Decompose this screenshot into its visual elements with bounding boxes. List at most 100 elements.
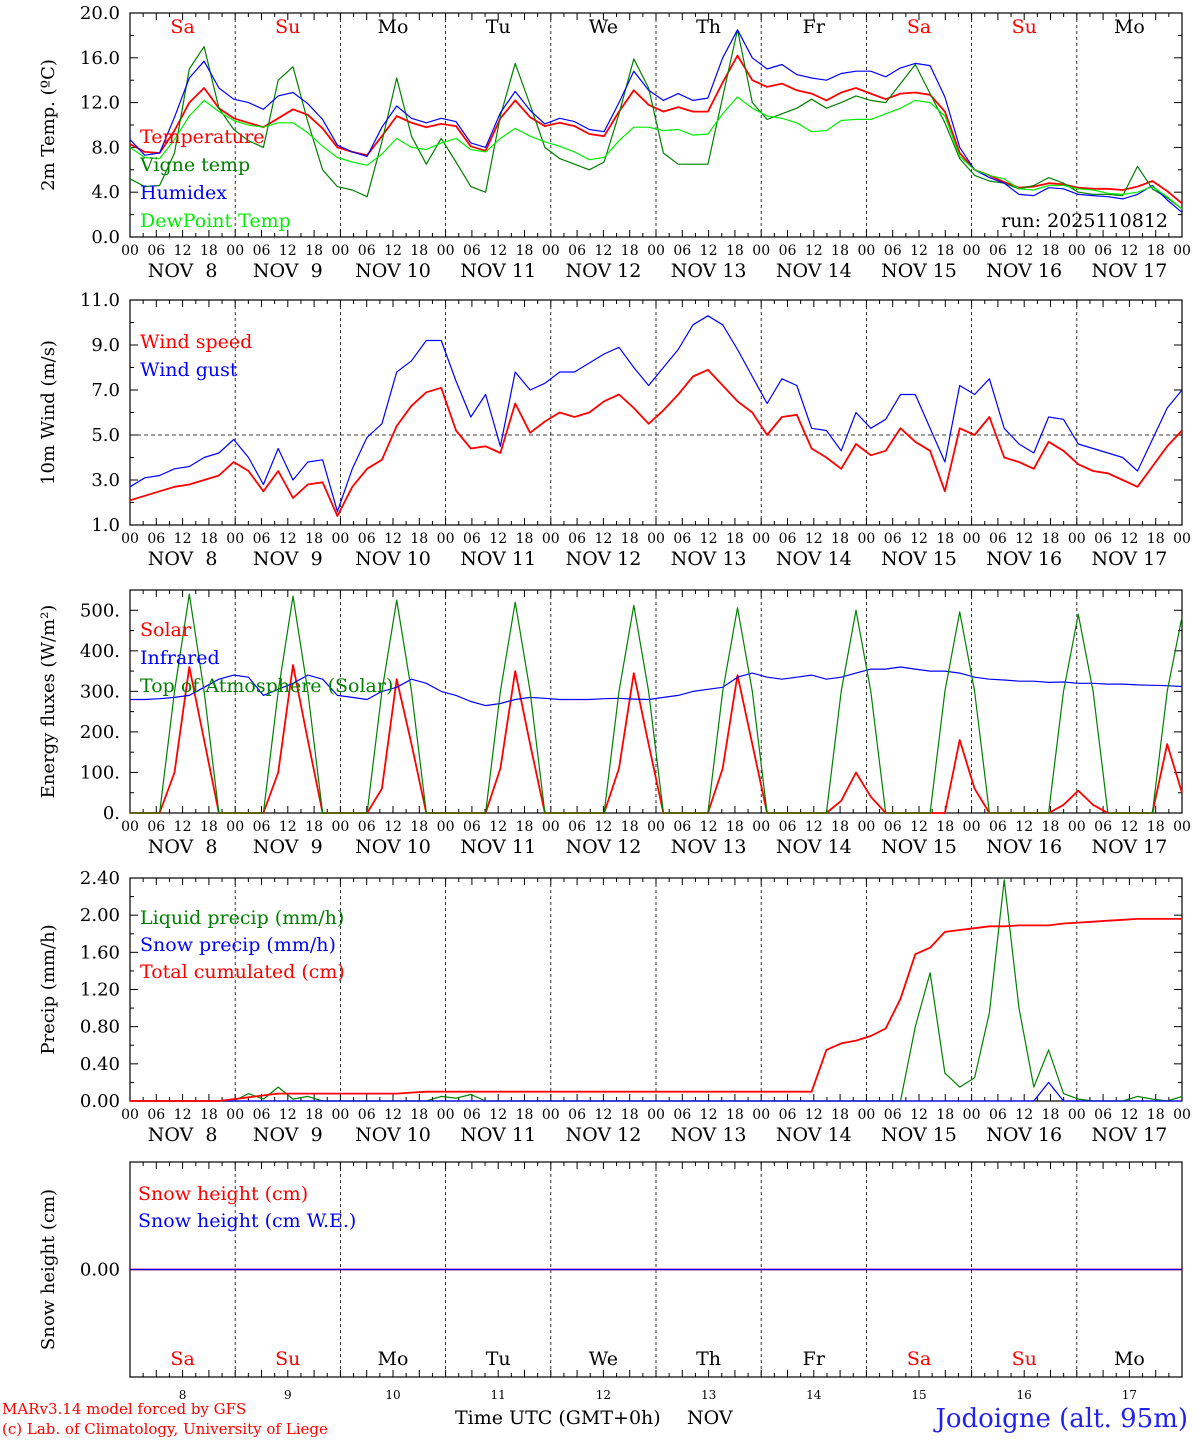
hour-tick-label: 18 — [305, 819, 323, 835]
hour-tick-label: 00 — [752, 819, 770, 835]
hour-tick-label: 00 — [1173, 243, 1191, 259]
hour-tick-label: 12 — [279, 819, 297, 835]
legend-entry: Top of Atmosphere (Solar) — [140, 675, 393, 697]
series-line-top-of-atmosphere-solar- — [130, 593, 1183, 814]
y-tick-label: 16.0 — [80, 48, 120, 69]
series-line-wind-gust — [129, 315, 1183, 513]
hour-tick-label: 06 — [989, 1107, 1007, 1123]
hour-tick-label: 06 — [463, 243, 481, 259]
day-number-label: 13 — [701, 1388, 716, 1402]
day-date-label: NOV 10 — [355, 260, 431, 282]
y-tick-label: 300. — [80, 681, 120, 702]
hour-tick-label: 18 — [1147, 819, 1165, 835]
hour-tick-label: 06 — [1094, 531, 1112, 547]
day-date-label: NOV 15 — [881, 260, 957, 282]
hour-tick-label: 06 — [884, 1107, 902, 1123]
hour-tick-label: 12 — [1015, 243, 1033, 259]
legend-entry: Total cumulated (cm) — [140, 961, 345, 983]
hour-tick-label: 12 — [1015, 531, 1033, 547]
hour-tick-label: 12 — [1015, 819, 1033, 835]
day-date-label: NOV 11 — [460, 1124, 536, 1146]
hour-tick-label: 18 — [726, 531, 744, 547]
day-date-label: NOV 9 — [253, 1124, 323, 1146]
hour-tick-label: 18 — [516, 819, 534, 835]
legend-entry: Snow precip (mm/h) — [140, 934, 336, 956]
legend-entry: Humidex — [140, 182, 227, 204]
hour-tick-label: 12 — [174, 531, 192, 547]
day-number-label: 11 — [491, 1388, 506, 1402]
y-tick-label: 0.00 — [80, 1091, 120, 1112]
y-tick-label: 8.0 — [91, 137, 120, 158]
hour-tick-label: 12 — [174, 1107, 192, 1123]
hour-tick-label: 18 — [200, 1107, 218, 1123]
hour-tick-label: 12 — [1120, 531, 1138, 547]
hour-tick-label: 18 — [936, 243, 954, 259]
hour-tick-label: 06 — [1094, 1107, 1112, 1123]
legend-entry: Wind speed — [140, 331, 252, 353]
hour-tick-label: 00 — [647, 531, 665, 547]
series-line-dewpoint-temp — [129, 96, 1183, 210]
hour-tick-label: 12 — [700, 531, 718, 547]
hour-tick-label: 18 — [410, 531, 428, 547]
hour-tick-label: 00 — [331, 531, 349, 547]
y-axis-label: 10m Wind (m/s) — [38, 340, 59, 485]
day-date-label: NOV 13 — [671, 836, 747, 858]
hour-tick-label: 18 — [200, 243, 218, 259]
hour-tick-label: 00 — [752, 531, 770, 547]
hour-tick-label: 12 — [594, 819, 612, 835]
hour-tick-label: 00 — [963, 243, 981, 259]
panel-temperature: 00 06 12 18 00 06 12 18 00 06 12 18 00 06 12 18 00 06 12 18… — [38, 3, 1191, 282]
hour-tick-label: 06 — [253, 531, 271, 547]
hour-tick-label: 18 — [726, 819, 744, 835]
day-number-label: 14 — [806, 1388, 822, 1402]
hour-tick-label: 18 — [726, 1107, 744, 1123]
day-name-label: Mo — [1114, 1348, 1145, 1370]
y-tick-label: 0.00 — [80, 1260, 120, 1281]
day-name-label: Su — [1012, 1348, 1037, 1370]
legend-entry: Vigne temp — [139, 154, 250, 176]
hour-tick-label: 00 — [857, 531, 875, 547]
hour-tick-label: 12 — [279, 243, 297, 259]
hour-tick-label: 06 — [147, 531, 165, 547]
y-tick-label: 7.0 — [91, 380, 120, 401]
day-date-label: NOV 15 — [881, 548, 957, 570]
series-line-wind-speed — [129, 368, 1183, 517]
day-date-label: NOV 14 — [776, 836, 852, 858]
legend-entry: Solar — [140, 619, 192, 641]
day-name-label: Su — [1012, 16, 1037, 38]
hour-tick-label: 06 — [779, 243, 797, 259]
y-axis-label: Energy fluxes (W/m²) — [38, 605, 59, 799]
day-number-label: 15 — [911, 1388, 926, 1402]
day-date-label: NOV 8 — [148, 836, 218, 858]
hour-tick-label: 12 — [489, 531, 507, 547]
day-date-label: NOV 17 — [1091, 1124, 1167, 1146]
day-date-label: NOV 12 — [565, 548, 641, 570]
hour-tick-label: 18 — [1042, 243, 1060, 259]
day-date-label: NOV 17 — [1091, 548, 1167, 570]
location-label: Jodoigne (alt. 95m) — [932, 1404, 1188, 1434]
day-date-label: NOV 10 — [355, 548, 431, 570]
hour-tick-label: 00 — [542, 1107, 560, 1123]
day-date-label: NOV 12 — [565, 836, 641, 858]
day-name-label: Sa — [907, 1348, 931, 1370]
hour-tick-label: 18 — [516, 1107, 534, 1123]
hour-tick-label: 00 — [331, 819, 349, 835]
hour-tick-label: 12 — [384, 819, 402, 835]
y-tick-label: 12.0 — [80, 93, 120, 114]
hour-tick-label: 12 — [910, 531, 928, 547]
y-tick-label: 1.60 — [80, 942, 120, 963]
hour-tick-label: 00 — [752, 1107, 770, 1123]
hour-tick-label: 00 — [647, 1107, 665, 1123]
hour-tick-label: 00 — [121, 531, 139, 547]
y-axis-label: 2m Temp. (ºC) — [38, 59, 59, 191]
hour-tick-label: 18 — [200, 819, 218, 835]
hour-tick-label: 12 — [910, 243, 928, 259]
y-tick-label: 0.40 — [80, 1054, 120, 1075]
hour-tick-label: 00 — [121, 1107, 139, 1123]
legend-entry: DewPoint Temp — [140, 210, 291, 232]
hour-tick-label: 12 — [805, 531, 823, 547]
hour-tick-label: 12 — [594, 531, 612, 547]
hour-tick-label: 00 — [647, 243, 665, 259]
hour-tick-label: 18 — [305, 531, 323, 547]
